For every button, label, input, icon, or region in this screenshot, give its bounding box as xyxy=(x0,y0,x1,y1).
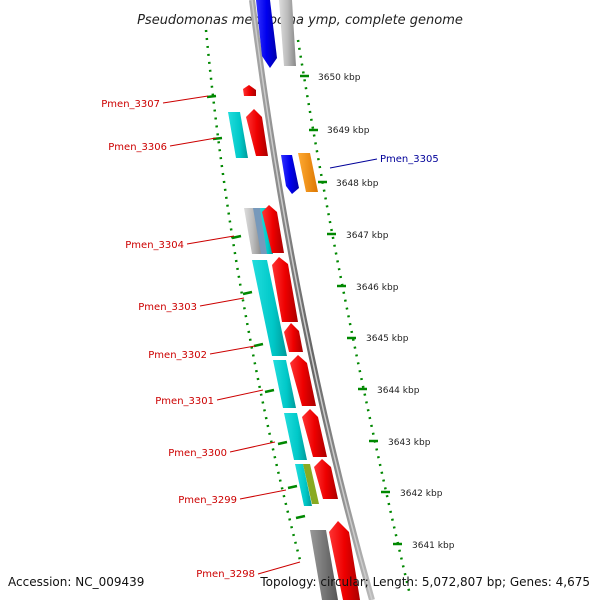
cds-forward-feature[interactable] xyxy=(262,205,284,253)
tick-label: 3650 kbp xyxy=(318,73,361,83)
tick-label: 3642 kbp xyxy=(400,489,443,499)
blue-grey-feature[interactable] xyxy=(253,208,268,254)
gene-label[interactable]: Pmen_3300 xyxy=(168,448,227,459)
outer-guide-arc xyxy=(296,39,412,596)
cyan-feature[interactable] xyxy=(228,112,248,158)
leader-line-reverse xyxy=(329,158,378,169)
orange-feature[interactable] xyxy=(298,153,318,192)
cds-forward-feature[interactable] xyxy=(314,459,338,499)
accession-text: Accession: NC_009439 xyxy=(8,575,144,589)
cds-forward-feature[interactable] xyxy=(290,355,316,406)
genome-backbone-highlight xyxy=(251,0,373,600)
tick-label: 3646 kbp xyxy=(356,283,399,293)
tick-label: 3649 kbp xyxy=(327,126,370,136)
gene-label[interactable]: Pmen_3307 xyxy=(101,99,160,110)
cyan-feature[interactable] xyxy=(284,413,307,460)
gene-label[interactable]: Pmen_3304 xyxy=(125,240,184,251)
gene-label[interactable]: Pmen_3301 xyxy=(155,396,214,407)
gene-labels: Pmen_3307 Pmen_3306 Pmen_3305 Pmen_3304 … xyxy=(101,99,438,580)
tick-label: 3647 kbp xyxy=(346,231,389,241)
tick-label: 3648 kbp xyxy=(336,179,379,189)
tick-label: 3644 kbp xyxy=(377,386,420,396)
cds-reverse-feature[interactable] xyxy=(256,0,277,68)
cyan-feature[interactable] xyxy=(295,464,312,506)
tick-label: 3645 kbp xyxy=(366,334,409,344)
map-title: Pseudomonas mendocina ymp, complete geno… xyxy=(137,13,463,28)
cds-forward-feature[interactable] xyxy=(329,521,360,600)
cds-forward-feature[interactable] xyxy=(302,409,327,457)
cds-forward-feature[interactable] xyxy=(284,323,303,352)
gene-label[interactable]: Pmen_3305 xyxy=(380,154,439,165)
tick-label: 3643 kbp xyxy=(388,438,431,448)
cds-forward-feature[interactable] xyxy=(243,85,256,96)
gene-label[interactable]: Pmen_3299 xyxy=(178,495,237,506)
leader-lines xyxy=(162,95,301,575)
gene-label[interactable]: Pmen_3302 xyxy=(148,350,207,361)
grey-feature[interactable] xyxy=(279,0,296,66)
gene-label[interactable]: Pmen_3306 xyxy=(108,142,167,153)
gene-label[interactable]: Pmen_3303 xyxy=(138,302,197,313)
cds-forward-feature[interactable] xyxy=(246,109,268,156)
topology-text: Topology: circular; Length: 5,072,807 bp… xyxy=(259,575,590,589)
gene-label[interactable]: Pmen_3298 xyxy=(196,569,255,580)
cds-reverse-feature[interactable] xyxy=(281,155,299,194)
olive-feature[interactable] xyxy=(303,464,319,504)
dark-grey-feature[interactable] xyxy=(310,530,338,600)
cds-forward-feature[interactable] xyxy=(272,257,298,322)
cyan-feature[interactable] xyxy=(273,360,296,408)
tick-labels: 3650 kbp 3649 kbp 3648 kbp 3647 kbp 3646… xyxy=(318,73,455,551)
inner-tick-marks xyxy=(206,94,306,520)
outer-tick-marks xyxy=(300,74,402,546)
inner-guide-arc xyxy=(204,29,302,561)
grey-feature[interactable] xyxy=(244,208,262,254)
cyan-feature[interactable] xyxy=(252,260,287,356)
tick-label: 3641 kbp xyxy=(412,541,455,551)
